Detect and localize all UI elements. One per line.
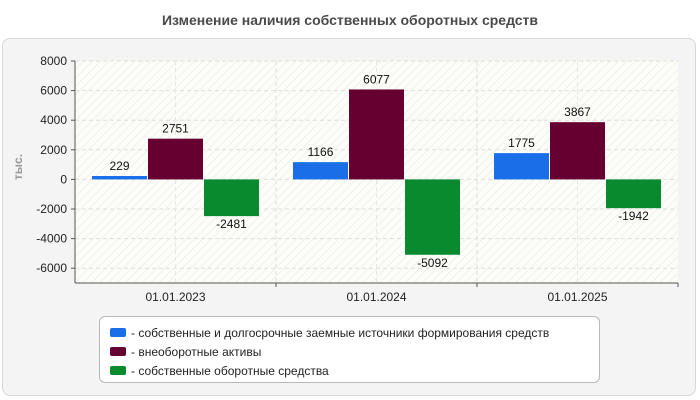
legend-label-sources: - собственные и долгосрочные заемные ист…	[131, 326, 549, 340]
bar-s1-c2	[550, 122, 605, 179]
data-label: 1166	[308, 145, 334, 159]
y-tick-label: -4000	[36, 232, 67, 246]
legend: - собственные и долгосрочные заемные ист…	[99, 316, 600, 383]
legend-label-working-capital: - собственные оборотные средства	[131, 364, 329, 378]
y-tick-label: -6000	[36, 261, 67, 275]
y-tick-label: 6000	[40, 84, 67, 98]
bar-s0-c2	[494, 153, 549, 179]
bar-s0-c1	[293, 162, 348, 179]
legend-swatch-working-capital	[110, 366, 126, 375]
bar-s1-c0	[148, 139, 203, 180]
data-label: 6077	[363, 72, 390, 86]
data-label: 3867	[564, 105, 591, 119]
data-label: 2751	[162, 122, 189, 136]
data-label: -1942	[618, 209, 649, 223]
y-tick-label: 0	[60, 172, 67, 186]
data-label: 1775	[508, 136, 535, 150]
y-tick-label: -2000	[36, 202, 67, 216]
bar-s1-c1	[349, 89, 404, 179]
legend-swatch-sources	[110, 328, 126, 337]
y-tick-label: 4000	[40, 113, 67, 127]
legend-label-noncurrent-assets: - внеоборотные активы	[131, 345, 261, 359]
y-tick-label: 2000	[40, 143, 67, 157]
data-label: 229	[109, 159, 129, 173]
data-label: -5092	[417, 256, 448, 270]
legend-swatch-noncurrent-assets	[110, 347, 126, 356]
legend-item-sources: - собственные и долгосрочные заемные ист…	[110, 323, 599, 342]
legend-item-working-capital: - собственные оборотные средства	[110, 361, 599, 380]
x-tick-label: 01.01.2025	[547, 290, 607, 304]
x-tick-label: 01.01.2023	[145, 290, 205, 304]
bar-s0-c0	[92, 176, 147, 179]
y-tick-label: 8000	[40, 54, 67, 68]
bar-s2-c0	[204, 179, 259, 216]
x-tick-label: 01.01.2024	[346, 290, 406, 304]
legend-item-noncurrent-assets: - внеоборотные активы	[110, 342, 599, 361]
data-label: -2481	[216, 217, 247, 231]
bar-s2-c1	[405, 179, 460, 254]
y-axis-label: тыс.	[11, 154, 25, 180]
bar-s2-c2	[606, 179, 661, 208]
